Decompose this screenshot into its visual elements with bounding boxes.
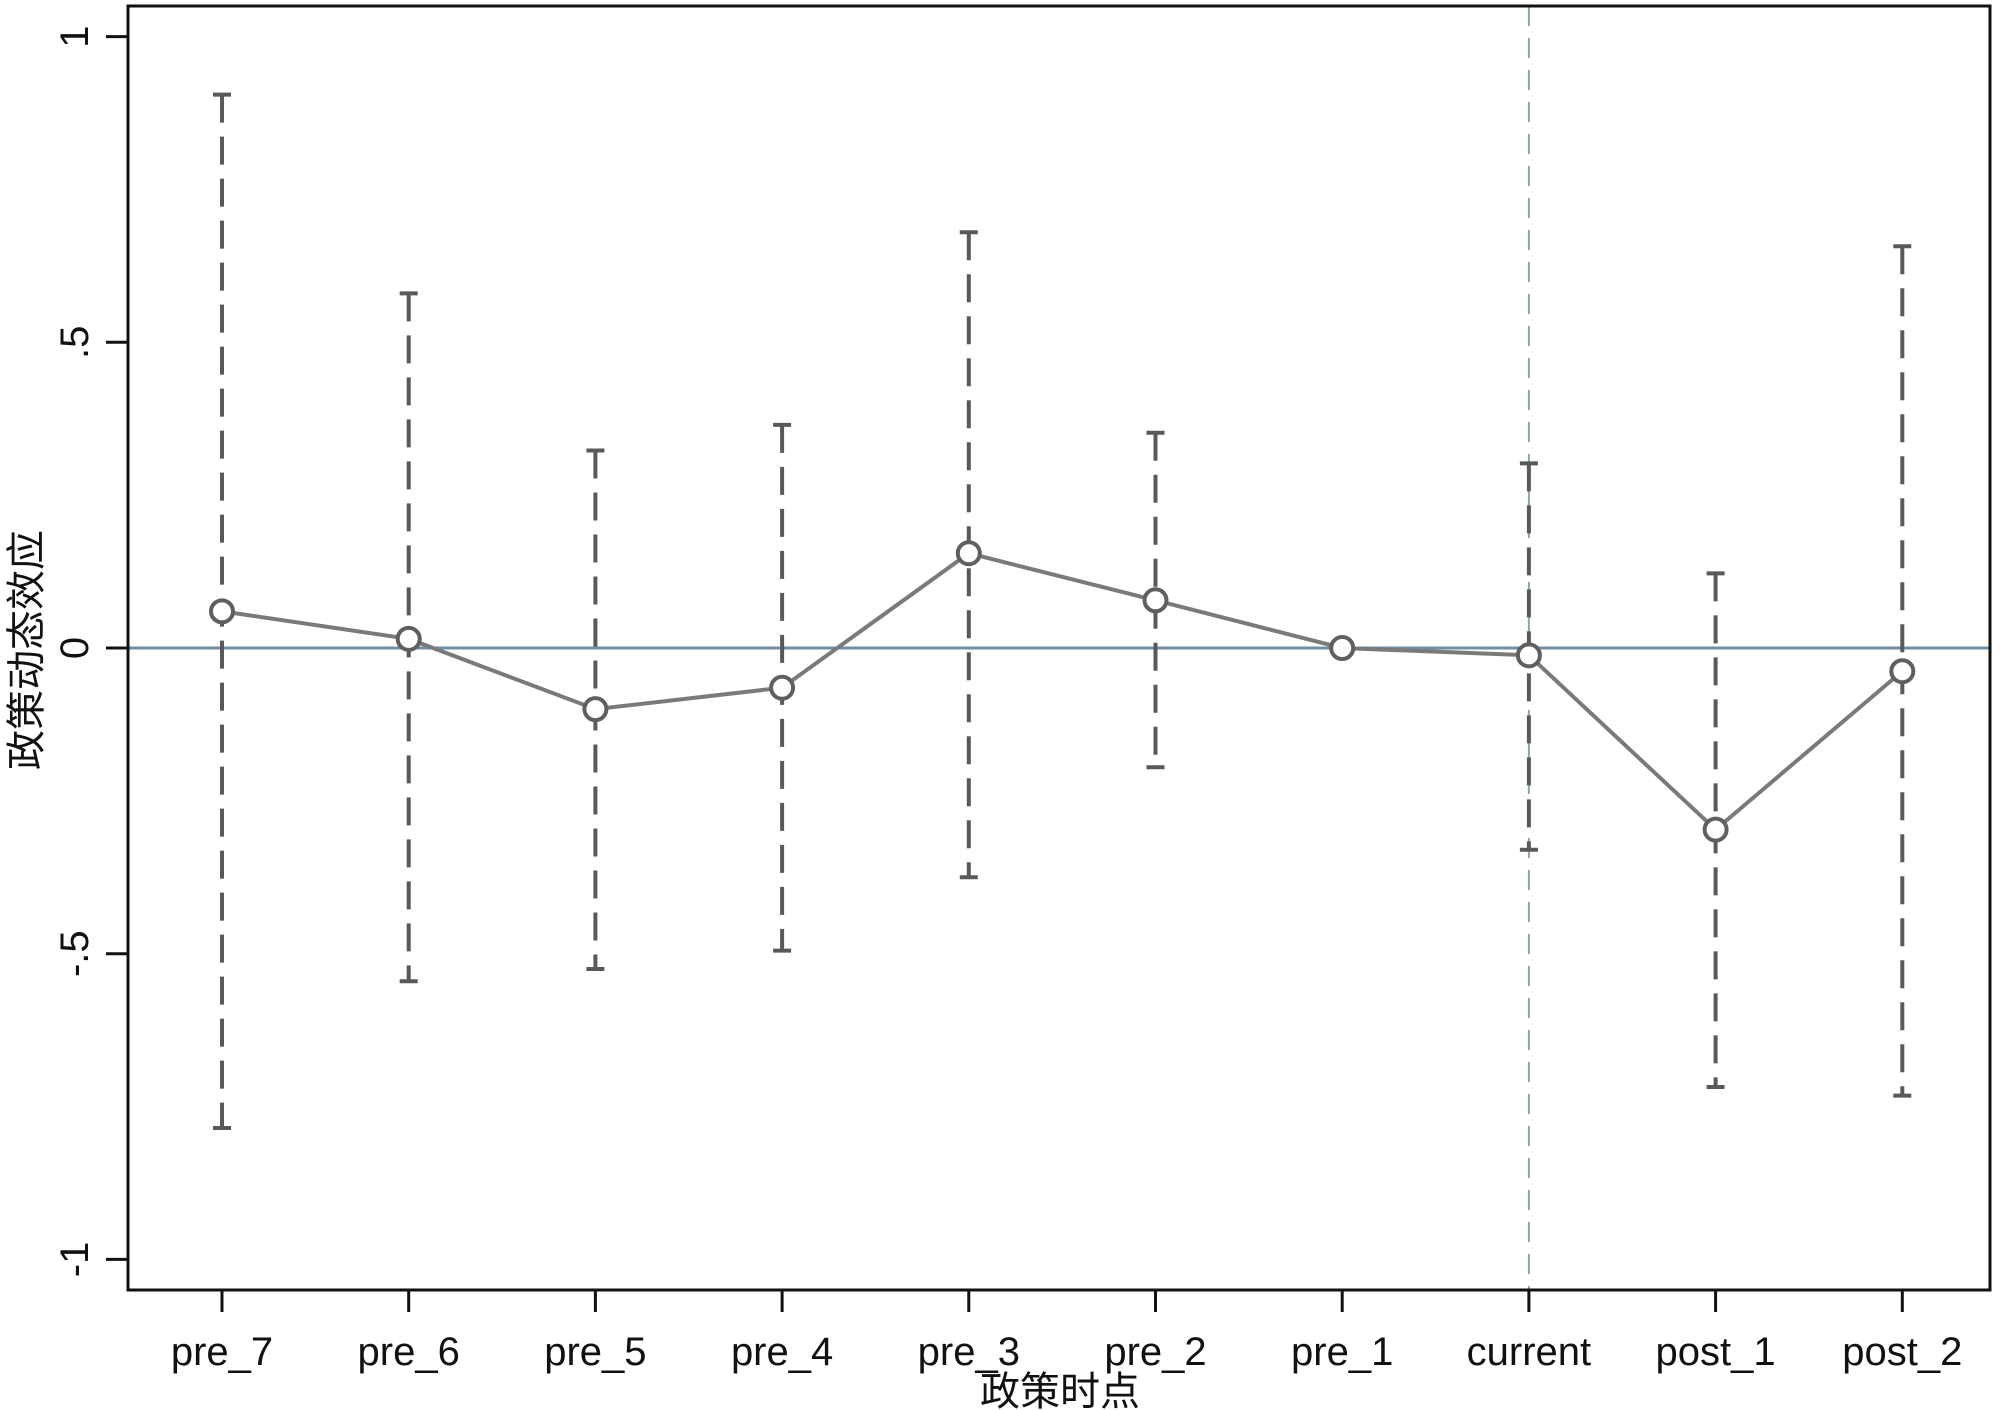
error-bar <box>1146 430 1165 770</box>
x-tick-label: post_1 <box>1656 1330 1776 1374</box>
y-tick-label: .5 <box>53 326 97 359</box>
data-point <box>1702 816 1729 843</box>
x-tick-label: pre_6 <box>358 1330 460 1374</box>
x-tick-label: pre_5 <box>544 1330 646 1374</box>
error-bar <box>959 230 978 880</box>
x-tick-label: post_2 <box>1842 1330 1962 1374</box>
y-tick-label: 1 <box>53 25 97 47</box>
data-point <box>1142 587 1169 614</box>
data-point <box>395 625 422 652</box>
x-tick-label: pre_3 <box>918 1330 1020 1374</box>
data-point <box>1515 642 1542 669</box>
axes <box>106 4 1992 1312</box>
x-tick-label: pre_7 <box>171 1330 273 1374</box>
y-tick-label: -1 <box>53 1242 97 1278</box>
data-point <box>955 540 982 567</box>
x-tick-label: pre_2 <box>1104 1330 1206 1374</box>
y-tick-label: -.5 <box>53 930 97 977</box>
x-tick-label: pre_1 <box>1291 1330 1393 1374</box>
data-point <box>769 674 796 701</box>
x-axis-title: 政策时点 <box>980 1369 1140 1410</box>
data-point <box>1889 658 1916 685</box>
plot-area <box>128 6 1990 1290</box>
x-tick-label: current <box>1467 1330 1592 1374</box>
y-tick-label: 0 <box>53 637 97 659</box>
series-line <box>221 551 1904 833</box>
labels: 政策时点 政策动态效应 1 .5 0 -.5 -1 pre_7 pre_6 pre_5 pre_… <box>4 25 1962 1410</box>
x-tick-label: pre_4 <box>731 1330 833 1374</box>
data-point <box>1329 635 1356 661</box>
data-point <box>582 696 609 723</box>
y-axis-title: 政策动态效应 <box>4 530 50 770</box>
data-point <box>209 598 235 625</box>
